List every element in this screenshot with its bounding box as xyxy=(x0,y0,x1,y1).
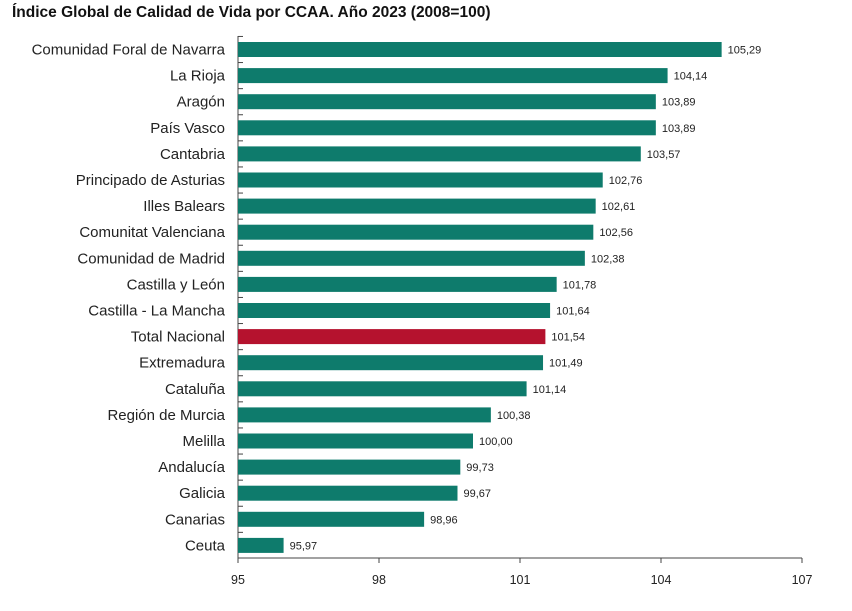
bar[interactable] xyxy=(238,329,546,345)
bar[interactable] xyxy=(238,146,641,162)
chart-title: Índice Global de Calidad de Vida por CCA… xyxy=(12,4,491,21)
category-label: Andalucía xyxy=(158,459,225,476)
bar[interactable] xyxy=(238,224,594,240)
category-label: Total Nacional xyxy=(131,329,225,346)
bar[interactable] xyxy=(238,511,425,527)
category-label: Aragón xyxy=(177,94,225,111)
category-label: Canarias xyxy=(165,511,225,528)
data-label: 101,14 xyxy=(533,384,567,396)
data-label: 101,78 xyxy=(563,279,597,291)
x-tick-label: 107 xyxy=(792,573,813,587)
data-label: 103,89 xyxy=(662,123,696,135)
x-tick-label: 101 xyxy=(510,573,531,587)
category-label: La Rioja xyxy=(170,68,226,85)
bar[interactable] xyxy=(238,355,544,371)
data-label: 99,67 xyxy=(463,488,491,500)
bar[interactable] xyxy=(238,303,551,318)
data-label: 100,00 xyxy=(479,436,513,448)
data-label: 103,57 xyxy=(647,149,681,161)
data-label: 101,49 xyxy=(549,358,583,370)
x-tick-label: 104 xyxy=(651,573,672,587)
x-tick-label: 98 xyxy=(372,573,386,587)
data-label: 100,38 xyxy=(497,410,531,422)
bar[interactable] xyxy=(238,537,284,553)
data-label: 102,61 xyxy=(602,201,636,213)
category-label: Comunitat Valenciana xyxy=(79,224,225,241)
category-label: Principado de Asturias xyxy=(76,172,225,189)
bar[interactable] xyxy=(238,42,722,57)
category-label: Región de Murcia xyxy=(107,407,225,424)
category-label: Galicia xyxy=(179,485,226,502)
data-label: 102,38 xyxy=(591,253,625,265)
data-label: 98,96 xyxy=(430,514,458,526)
data-label: 101,64 xyxy=(556,306,590,318)
data-label: 104,14 xyxy=(674,71,708,83)
bar[interactable] xyxy=(238,407,491,423)
category-label: Illes Balears xyxy=(143,198,225,215)
bar[interactable] xyxy=(238,485,458,501)
category-label: Comunidad de Madrid xyxy=(77,250,225,267)
category-label: Ceuta xyxy=(185,537,226,554)
bar[interactable] xyxy=(238,250,585,266)
bar[interactable] xyxy=(238,459,461,475)
category-label: Comunidad Foral de Navarra xyxy=(32,42,226,59)
bar[interactable] xyxy=(238,276,557,292)
bar[interactable] xyxy=(238,433,473,449)
bar[interactable] xyxy=(238,381,527,397)
category-label: País Vasco xyxy=(150,120,225,137)
data-label: 105,29 xyxy=(728,45,762,57)
data-label: 101,54 xyxy=(551,332,585,344)
category-label: Melilla xyxy=(182,433,225,450)
bar[interactable] xyxy=(238,68,668,84)
bar[interactable] xyxy=(238,120,656,136)
data-label: 103,89 xyxy=(662,97,696,109)
bar[interactable] xyxy=(238,198,596,214)
category-label: Cataluña xyxy=(165,381,226,398)
data-label: 95,97 xyxy=(290,540,318,552)
category-label: Castilla y León xyxy=(127,276,225,293)
data-label: 102,76 xyxy=(609,175,643,187)
category-label: Cantabria xyxy=(160,146,226,163)
bar[interactable] xyxy=(238,94,656,110)
category-label: Castilla - La Mancha xyxy=(88,303,225,320)
category-label: Extremadura xyxy=(139,355,226,372)
bar[interactable] xyxy=(238,172,603,188)
data-label: 102,56 xyxy=(599,227,633,239)
data-label: 99,73 xyxy=(466,462,494,474)
x-tick-label: 95 xyxy=(231,573,245,587)
